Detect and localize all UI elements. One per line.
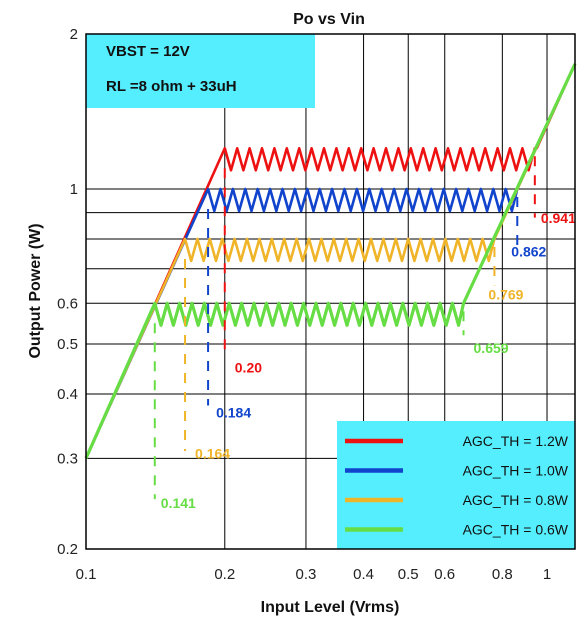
legend: AGC_TH = 1.2W AGC_TH = 1.0W AGC_TH = 0.8W A…: [337, 421, 575, 549]
threshold-label: 0.184: [216, 405, 251, 421]
y-tick-label: 0.4: [57, 386, 78, 403]
x-tick-label: 0.3: [296, 566, 317, 583]
x-tick-label: 0.2: [214, 566, 235, 583]
x-axis-title: Input Level (Vrms): [261, 599, 400, 616]
y-tick-label: 2: [70, 26, 78, 43]
chart-title: Po vs Vin: [293, 11, 365, 28]
tick-labels: 0.1 0.2 0.3 0.4 0.5 0.6 0.8 1 0.2 0.3 0.4 0.5 0.6 1 2: [57, 26, 551, 583]
threshold-annotations: 0.20 0.184 0.164 0.141 0.941 0.862 0.769 0.659: [153, 156, 576, 511]
x-tick-label: 0.6: [434, 566, 455, 583]
y-tick-label: 0.6: [57, 295, 78, 312]
legend-label: AGC_TH = 1.2W: [463, 433, 569, 449]
threshold-label: 0.862: [511, 243, 546, 259]
plot-frame: [85, 33, 576, 550]
x-tick-label: 0.4: [353, 566, 374, 583]
threshold-label: 0.164: [195, 445, 230, 461]
x-tick-label: 1: [543, 566, 551, 583]
threshold-label: 0.659: [474, 340, 509, 356]
x-tick-label: 0.8: [492, 566, 513, 583]
y-axis-title: Output Power (W): [27, 223, 44, 358]
threshold-label: 0.769: [488, 287, 523, 303]
series-line: [84, 63, 577, 459]
series-line: [84, 63, 577, 459]
y-tick-label: 1: [70, 181, 78, 198]
legend-label: AGC_TH = 0.8W: [463, 492, 569, 508]
threshold-label: 0.141: [161, 495, 196, 511]
x-tick-label: 0.1: [76, 566, 97, 583]
y-tick-label: 0.5: [57, 336, 78, 353]
legend-label: AGC_TH = 0.6W: [463, 522, 569, 538]
conditions-box-bg: [86, 34, 315, 108]
series-line: [84, 63, 577, 459]
condition-load: RL =8 ohm + 33uH: [106, 78, 237, 95]
legend-label: AGC_TH = 1.0W: [463, 463, 569, 479]
y-tick-label: 0.2: [57, 541, 78, 558]
condition-vbst: VBST = 12V: [106, 43, 190, 60]
series-lines: [84, 63, 577, 459]
series-line: [84, 63, 577, 459]
x-tick-label: 0.5: [398, 566, 419, 583]
y-tick-label: 0.3: [57, 450, 78, 467]
conditions-box: VBST = 12V RL =8 ohm + 33uH: [86, 34, 315, 108]
threshold-label: 0.20: [235, 360, 262, 376]
threshold-label: 0.941: [541, 210, 576, 226]
